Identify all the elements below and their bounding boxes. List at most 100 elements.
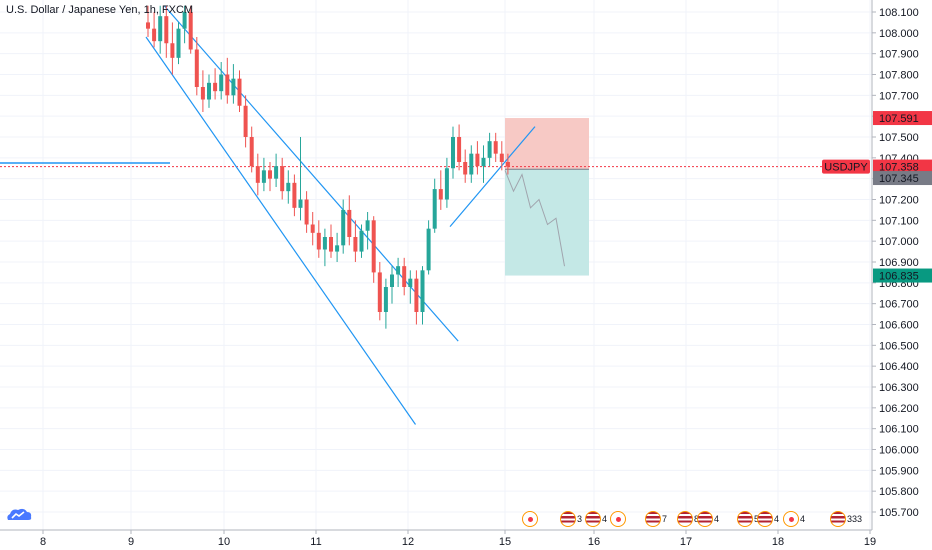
event-count: 4 bbox=[800, 514, 806, 524]
candle-up bbox=[365, 220, 370, 231]
y-tick-label: 107.100 bbox=[879, 215, 919, 227]
event-marker[interactable]: 4 bbox=[783, 510, 805, 528]
us-flag-icon bbox=[697, 511, 713, 527]
event-count: 5 bbox=[754, 514, 759, 524]
candle-down bbox=[353, 237, 358, 252]
event-marker[interactable]: 3 bbox=[560, 510, 582, 528]
candle-down bbox=[237, 78, 242, 106]
event-count: 7 bbox=[662, 514, 668, 524]
x-tick-label: 15 bbox=[499, 536, 511, 548]
us-flag-icon bbox=[737, 511, 753, 527]
candle-down bbox=[304, 199, 309, 225]
candle-up bbox=[341, 209, 346, 246]
last-price-label: 107.358 bbox=[879, 162, 919, 174]
event-marker[interactable]: 4 bbox=[585, 510, 607, 528]
stop-loss-zone[interactable] bbox=[505, 118, 589, 170]
y-tick-label: 105.900 bbox=[879, 465, 919, 477]
last-price-label-box bbox=[873, 159, 932, 174]
candle-down bbox=[402, 266, 407, 287]
candle-up bbox=[335, 245, 340, 252]
candle-up bbox=[207, 82, 211, 100]
channel-line-1[interactable] bbox=[145, 36, 416, 425]
tradingview-logo-icon bbox=[7, 508, 32, 520]
event-marker[interactable]: 4 bbox=[697, 510, 719, 528]
candle-up bbox=[322, 237, 327, 250]
candle-down bbox=[249, 137, 254, 167]
y-tick-label: 106.300 bbox=[879, 382, 919, 394]
event-marker[interactable]: 5 bbox=[737, 510, 759, 528]
candle-up bbox=[432, 189, 437, 229]
event-marker[interactable] bbox=[522, 510, 538, 528]
candle-down bbox=[152, 28, 157, 42]
candle-up bbox=[359, 230, 364, 252]
candle-down bbox=[457, 137, 462, 162]
event-count: 3 bbox=[577, 514, 583, 524]
candle-down bbox=[200, 87, 205, 100]
x-tick-label: 17 bbox=[680, 536, 692, 548]
y-tick-label: 107.700 bbox=[879, 90, 919, 102]
candle-down bbox=[188, 12, 193, 50]
entry-trendline[interactable] bbox=[449, 126, 536, 227]
y-tick-label: 107.000 bbox=[879, 236, 919, 248]
candle-up bbox=[298, 199, 303, 208]
candle-down bbox=[146, 22, 150, 29]
candle-up bbox=[426, 228, 431, 271]
candle-down bbox=[493, 141, 498, 154]
x-tick-label: 19 bbox=[864, 536, 876, 548]
event-marker[interactable]: 333 bbox=[830, 510, 862, 528]
event-count: 4 bbox=[602, 514, 608, 524]
event-marker[interactable]: 8 bbox=[677, 510, 699, 528]
y-tick-label: 107.900 bbox=[879, 49, 919, 61]
event-marker[interactable]: 4 bbox=[757, 510, 779, 528]
candle-down bbox=[329, 237, 333, 252]
candle-up bbox=[158, 16, 163, 42]
event-marker[interactable] bbox=[610, 510, 626, 528]
candle-down bbox=[225, 74, 230, 96]
target-price-label: 106.835 bbox=[879, 271, 919, 283]
target-price-label-box bbox=[873, 268, 932, 283]
entry-price-label-box bbox=[873, 171, 932, 186]
x-tick-label: 9 bbox=[128, 536, 134, 548]
x-tick-label: 18 bbox=[772, 536, 784, 548]
candle-down bbox=[316, 232, 321, 250]
y-tick-label: 106.500 bbox=[879, 340, 919, 352]
event-count: 8 bbox=[694, 514, 699, 524]
event-count: 4 bbox=[774, 514, 780, 524]
candle-down bbox=[170, 43, 175, 58]
candle-up bbox=[408, 278, 413, 287]
y-tick-label: 108.100 bbox=[879, 7, 919, 19]
y-tick-label: 105.800 bbox=[879, 486, 919, 498]
candle-down bbox=[194, 49, 199, 87]
us-flag-icon bbox=[645, 511, 661, 527]
chart-title: U.S. Dollar / Japanese Yen, 1h, FXCM bbox=[6, 4, 194, 16]
candle-down bbox=[292, 182, 297, 208]
y-tick-label: 106.000 bbox=[879, 445, 919, 457]
channel-line-2[interactable] bbox=[163, 5, 459, 342]
candle-up bbox=[176, 28, 181, 58]
symbol-badge-box[interactable] bbox=[822, 159, 870, 174]
candle-down bbox=[371, 220, 376, 273]
candle-up bbox=[487, 141, 492, 158]
us-flag-icon bbox=[757, 511, 773, 527]
candle-down bbox=[505, 162, 510, 167]
projection-path bbox=[504, 170, 565, 267]
y-tick-label: 106.700 bbox=[879, 299, 919, 311]
y-tick-label: 105.700 bbox=[879, 507, 919, 519]
candle-down bbox=[268, 170, 272, 179]
event-count: 333 bbox=[847, 514, 863, 524]
candle-down bbox=[414, 278, 419, 312]
x-tick-label: 10 bbox=[218, 536, 230, 548]
candle-up bbox=[451, 137, 455, 169]
candle-down bbox=[310, 224, 315, 233]
x-tick-label: 8 bbox=[40, 536, 46, 548]
candle-down bbox=[475, 153, 480, 167]
event-dot-icon bbox=[610, 511, 626, 527]
event-marker[interactable]: 7 bbox=[645, 510, 667, 528]
candle-up bbox=[390, 274, 394, 287]
y-tick-label: 106.900 bbox=[879, 257, 919, 269]
y-tick-label: 106.400 bbox=[879, 361, 919, 373]
us-flag-icon bbox=[830, 511, 846, 527]
y-tick-label: 107.500 bbox=[879, 132, 919, 144]
stop-price-label: 107.591 bbox=[879, 113, 919, 125]
